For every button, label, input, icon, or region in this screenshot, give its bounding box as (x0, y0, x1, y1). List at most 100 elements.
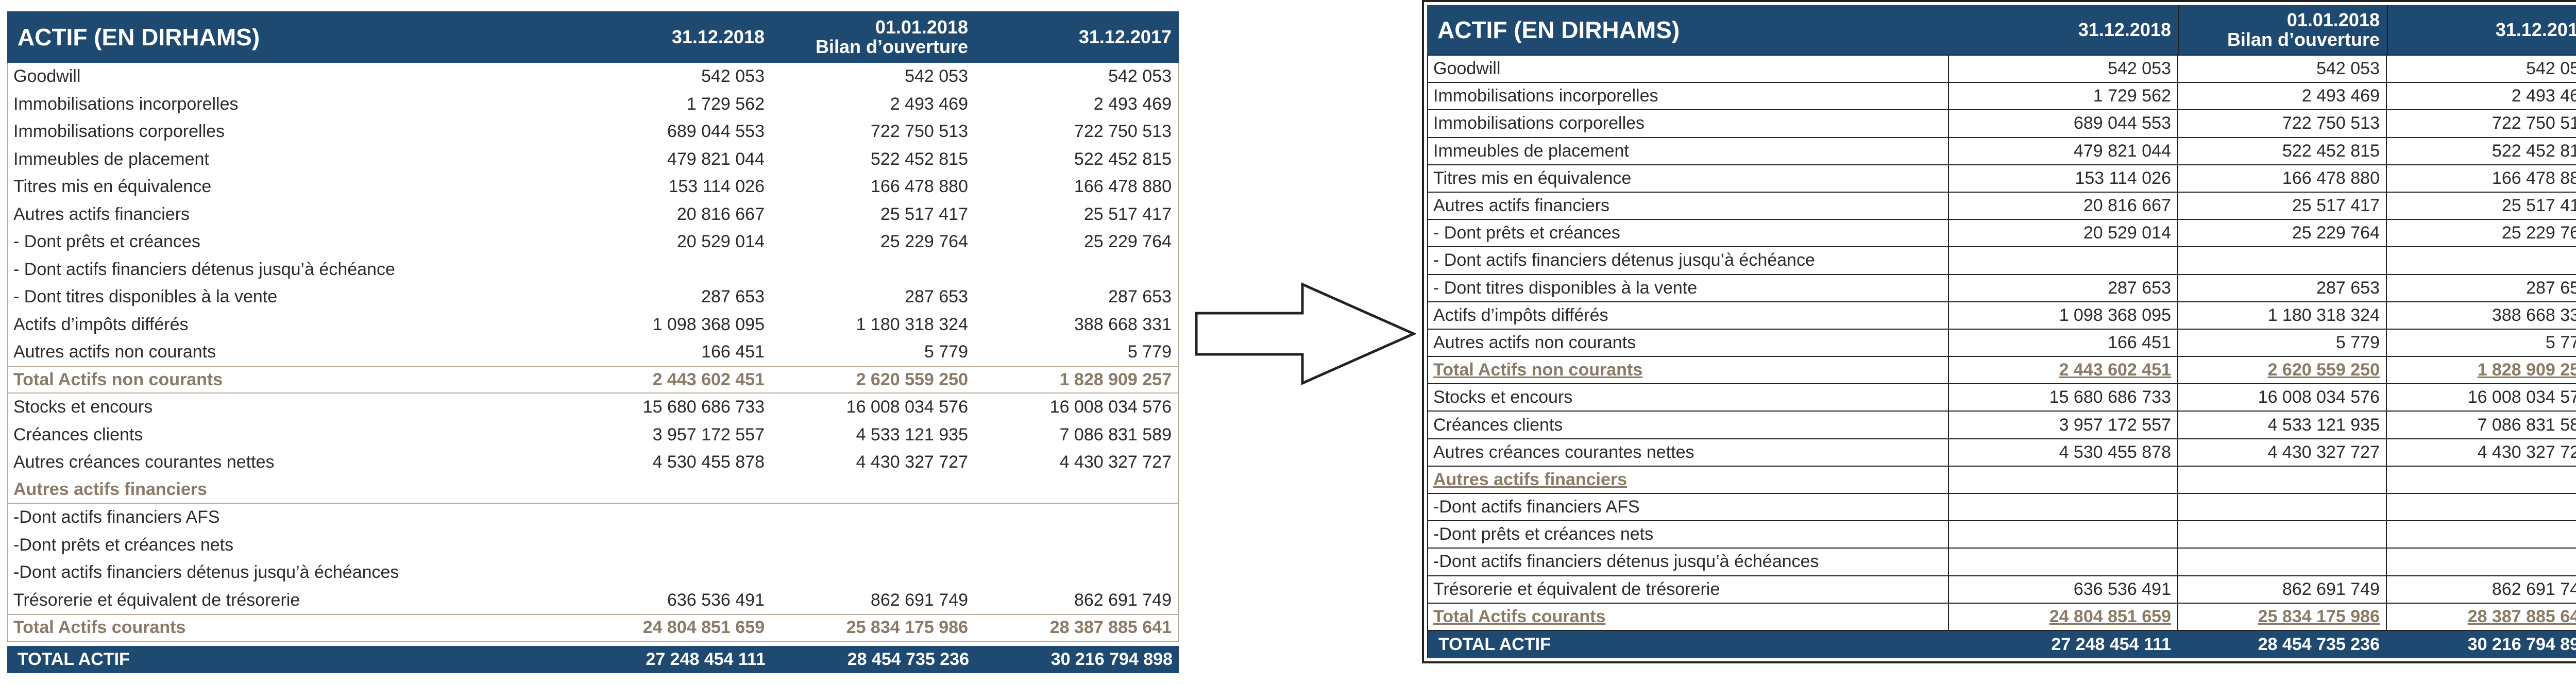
cell-opening: 25 517 417 (880, 204, 968, 224)
cell-2018: 542 053 (1949, 56, 2178, 82)
cell-2017: 2 493 469 (2511, 86, 2576, 106)
cell-2017: 166 478 880 (1074, 177, 1172, 197)
cell-opening: 25 834 175 986 (846, 618, 968, 638)
table-row: -Dont prêts et créances nets (1428, 521, 2576, 549)
row-label: -Dont actifs financiers détenus jusqu’à … (1428, 549, 1949, 575)
cell-2017: 522 452 815 (2492, 141, 2576, 161)
cell-2018: 479 821 044 (1949, 138, 2178, 164)
cell-opening: 25 517 417 (2178, 192, 2387, 219)
cell-2018 (1949, 247, 2178, 274)
total-row: Total Actifs courants 24 804 851 659 25 83… (1428, 603, 2576, 631)
row-label: - Dont titres disponibles à la vente (1428, 275, 1949, 301)
row-label: Total Actifs courants (1428, 603, 1949, 630)
row-label: -Dont actifs financiers détenus jusqu’à … (13, 562, 399, 583)
header-title: ACTIF (EN DIRHAMS) (18, 24, 260, 50)
table-row: Titres mis en équivalence 153 114 026 166 … (8, 173, 1178, 201)
cell-2018 (1949, 549, 2178, 575)
total-row: Total Actifs non courants 2 443 602 451 2 … (8, 366, 1178, 394)
cell-2018 (1949, 521, 2178, 548)
cell-opening: 16 008 034 576 (846, 397, 968, 417)
cell-opening: 542 053 (905, 66, 968, 87)
table-row: Autres actifs financiers 20 816 667 25 517… (1428, 192, 2576, 220)
row-label: Autres actifs financiers (1428, 192, 1949, 219)
cell-opening: 25 229 764 (880, 232, 968, 252)
total-row: Total Actifs courants 24 804 851 659 25 83… (8, 614, 1178, 642)
table-row: Actifs d’impôts différés 1 098 368 095 1 1… (1428, 302, 2576, 330)
cell-2017 (2387, 494, 2576, 520)
cell-2017: 25 229 764 (1083, 232, 1172, 252)
cell-opening: 2 620 559 250 (856, 369, 968, 389)
table-row: Trésorerie et équivalent de trésorerie 63… (1428, 576, 2576, 604)
cell-2017: 287 653 (2526, 278, 2576, 298)
cell-2018: 20 529 014 (1949, 220, 2178, 247)
row-label: Stocks et encours (1428, 384, 1949, 411)
cell-2017: 5 779 (1127, 342, 1172, 362)
row-label: - Dont titres disponibles à la vente (13, 287, 278, 307)
cell-2018: 2 443 602 451 (652, 369, 765, 389)
cell-2018: 166 451 (1949, 329, 2178, 356)
cell-opening: 862 691 749 (870, 590, 968, 610)
cell-opening: 28 454 735 236 (847, 649, 969, 669)
cell-2018: 4 530 455 878 (652, 452, 765, 472)
cell-2018: 15 680 686 733 (642, 397, 765, 417)
row-label: Autres actifs non courants (13, 342, 216, 362)
table-row: Stocks et encours 15 680 686 733 16 008 03… (1428, 384, 2576, 412)
cell-2017: 25 517 417 (1083, 204, 1172, 224)
cell-2018: 479 821 044 (667, 149, 765, 169)
header-col-opening: 01.01.2018 Bilan d’ouverture (2179, 5, 2388, 55)
cell-opening: 166 478 880 (2178, 165, 2387, 192)
header-col-opening: 01.01.2018 Bilan d’ouverture (772, 18, 975, 57)
cell-opening: 722 750 513 (2178, 110, 2387, 137)
table-header: ACTIF (EN DIRHAMS) 31.12.2018 01.01.2018… (7, 11, 1179, 63)
cell-2018: 24 804 851 659 (642, 618, 765, 638)
table-row: Créances clients 3 957 172 557 4 533 121 9… (8, 421, 1178, 449)
row-label: Immobilisations corporelles (13, 122, 225, 142)
cell-2018: 1 098 368 095 (652, 314, 765, 334)
cell-2018: 2 443 602 451 (1949, 357, 2178, 384)
cell-2017: 16 008 034 576 (2467, 387, 2576, 407)
cell-opening: 4 430 327 727 (2178, 439, 2387, 466)
cell-opening: 522 452 815 (870, 149, 968, 169)
cell-opening: 287 653 (905, 287, 968, 307)
row-label: TOTAL ACTIF (18, 649, 130, 669)
cell-2018: 1 098 368 095 (1949, 302, 2178, 329)
cell-opening: 25 229 764 (2178, 220, 2387, 247)
cell-2017: 287 653 (1108, 287, 1172, 307)
table-row: Autres actifs non courants 166 451 5 779 5 … (1428, 329, 2576, 357)
cell-2018: 166 451 (701, 342, 765, 362)
cell-2017: 522 452 815 (1074, 149, 1172, 169)
cell-opening: 28 454 735 236 (2178, 630, 2387, 659)
row-label: -Dont actifs financiers AFS (13, 507, 220, 527)
cell-2017: 542 053 (2526, 59, 2576, 79)
cell-2018: 15 680 686 733 (1949, 384, 2178, 411)
grand-total-row: TOTAL ACTIF 27 248 454 111 28 454 735 236 3… (1428, 630, 2576, 659)
cell-2017: 25 517 417 (2501, 196, 2576, 216)
row-label: Immeubles de placement (13, 149, 209, 169)
cell-2018: 4 530 455 878 (1949, 439, 2178, 466)
cell-2018: 287 653 (1949, 275, 2178, 301)
cell-opening: 166 478 880 (870, 177, 968, 197)
cell-2017: 388 668 331 (1074, 314, 1172, 334)
table-row: Immobilisations corporelles 689 044 553 72… (8, 118, 1178, 146)
cell-2018: 1 729 562 (1949, 83, 2178, 110)
cell-2017: 1 828 909 257 (2477, 360, 2576, 380)
cell-opening (2178, 247, 2387, 274)
cell-opening (2178, 549, 2387, 575)
cell-2017 (2387, 521, 2576, 548)
cell-opening: 4 430 327 727 (856, 452, 968, 472)
cell-2017: 2 493 469 (1093, 94, 1172, 114)
cell-2017: 388 668 331 (2492, 305, 2576, 325)
cell-2018: 20 529 014 (676, 232, 765, 252)
row-label: - Dont prêts et créances (1428, 220, 1949, 247)
table-row: -Dont actifs financiers AFS (8, 504, 1178, 532)
row-label: Goodwill (1428, 56, 1949, 82)
balance-table-original: ACTIF (EN DIRHAMS) 31.12.2018 01.01.2018… (7, 11, 1179, 673)
grand-total-row: TOTAL ACTIF 27 248 454 111 28 454 735 236 3… (7, 645, 1179, 673)
table-header: ACTIF (EN DIRHAMS) 31.12.2018 01.01.2018… (1427, 5, 2576, 55)
table-row: -Dont prêts et créances nets (8, 532, 1178, 559)
header-col-opening-date: 01.01.2018 (875, 16, 968, 38)
cell-2018: 287 653 (701, 287, 765, 307)
cell-2017: 7 086 831 589 (1059, 424, 1172, 444)
